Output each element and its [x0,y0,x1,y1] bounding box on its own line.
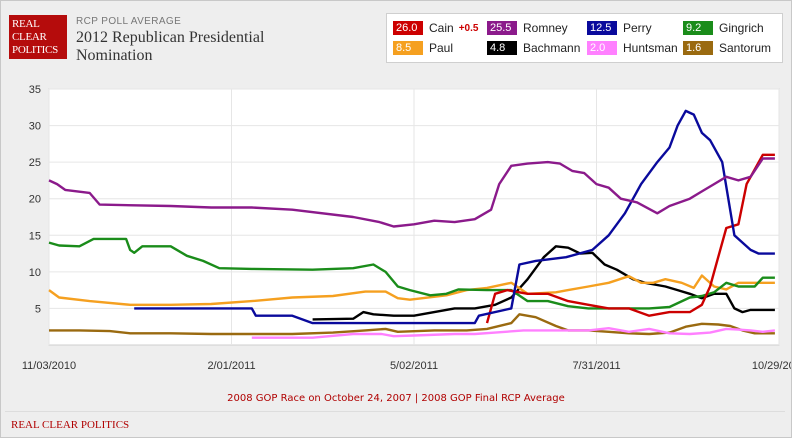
x-tick-label: 5/02/2011 [390,360,438,372]
logo-line-1: REAL [12,18,40,30]
y-tick-label: 35 [29,84,41,96]
y-tick-label: 25 [29,157,41,169]
footer-separator: | [411,393,422,404]
legend-label: Cain [429,21,454,35]
y-tick-label: 15 [29,230,41,242]
legend-label: Paul [429,41,454,55]
chart-title: 2012 Republican Presidential Nomination [76,29,265,64]
series-line-santorum [49,313,775,336]
legend-value: 12.5 [587,21,617,35]
y-tick-label: 20 [29,194,41,206]
legend-label: Perry [623,21,652,35]
legend-value: 9.2 [683,21,713,35]
x-tick-label: 10/29/2011 [752,360,791,372]
logo-line-3: POLITICS [12,44,58,56]
legend-label: Bachmann [523,41,581,55]
series-line-gingrich [48,237,775,310]
x-tick-label: 7/31/2011 [572,360,620,372]
y-tick-label: 10 [29,267,41,279]
footer-links: 2008 GOP Race on October 24, 2007 | 2008… [1,393,791,404]
legend-item-huntsman[interactable]: 2.0 Huntsman [587,40,678,56]
logo-line-2: CLEAR [12,31,47,43]
footer-divider [5,411,785,412]
brand-footer-link[interactable]: REAL CLEAR POLITICS [11,419,130,431]
series-line-bachmann [312,245,775,321]
x-tick-label: 11/03/2010 [22,360,76,372]
x-tick-label: 2/01/2011 [207,360,255,372]
link-2008-race[interactable]: 2008 GOP Race on October 24, 2007 [227,393,412,404]
legend-value: 26.0 [393,21,423,35]
y-tick-label: 30 [29,121,41,133]
legend-change: +0.5 [458,22,479,34]
legend-label: Huntsman [623,41,678,55]
line-chart: 5 10 15 20 25 30 35 11/03/2010 2/01/2011 5/02/201… [22,84,791,372]
legend-value: 25.5 [487,21,517,35]
series-line-romney [48,157,775,228]
legend-label: Romney [523,21,568,35]
series-line-paul [48,274,775,307]
legend-item-perry[interactable]: 12.5 Perry [587,20,652,36]
legend-item-santorum[interactable]: 1.6 Santorum [683,40,771,56]
chart-subtitle: RCP POLL AVERAGE [76,16,182,27]
legend-label: Santorum [719,41,772,55]
legend-value: 8.5 [393,41,423,55]
legend-item-gingrich[interactable]: 9.2 Gingrich [683,20,764,36]
legend-item-paul[interactable]: 8.5 Paul [393,40,453,56]
rcp-logo[interactable]: REAL CLEAR POLITICS [9,15,67,59]
series-line-perry [134,109,775,325]
series-line-cain [485,153,775,324]
legend-item-romney[interactable]: 25.5 Romney [487,20,568,36]
legend: 26.0 Cain +0.5 25.5 Romney 12.5 Perry 9.… [386,13,783,63]
series-line-huntsman [251,326,776,339]
legend-label: Gingrich [719,21,764,35]
legend-item-bachmann[interactable]: 4.8 Bachmann [487,40,580,56]
legend-value: 4.8 [487,41,517,55]
link-2008-final-average[interactable]: 2008 GOP Final RCP Average [421,393,565,404]
legend-item-cain[interactable]: 26.0 Cain +0.5 [393,20,478,36]
y-tick-label: 5 [35,303,41,315]
legend-value: 2.0 [587,41,617,55]
legend-value: 1.6 [683,41,713,55]
